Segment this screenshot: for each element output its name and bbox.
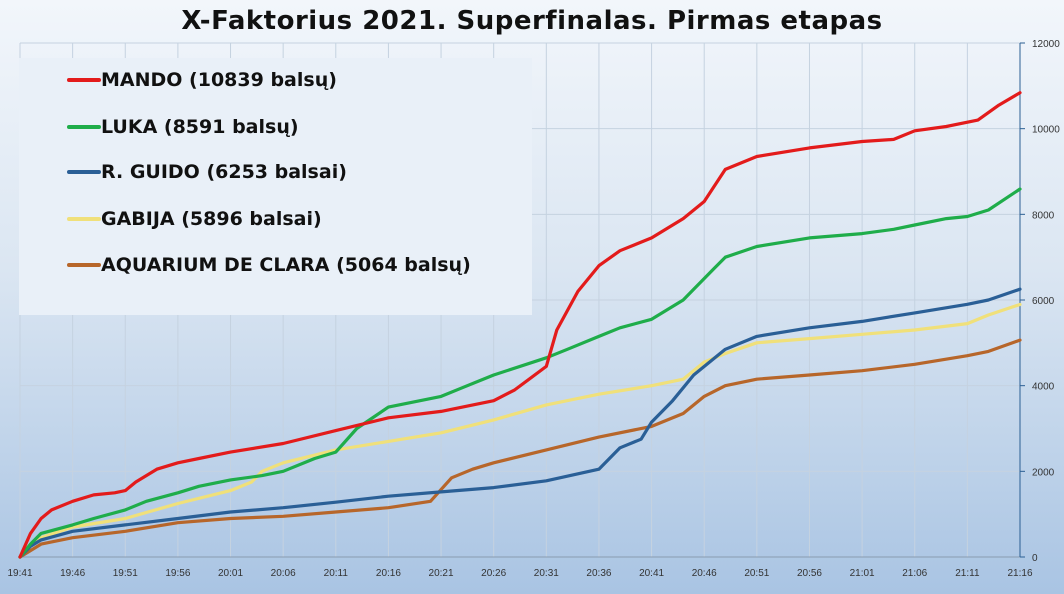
legend-label: MANDO (10839 balsų) (101, 69, 337, 91)
series-line (18, 91, 1022, 559)
series-line (18, 338, 1022, 559)
x-tick-label: 20:56 (797, 568, 822, 579)
x-tick-label: 20:51 (744, 568, 769, 579)
legend-item: R. GUIDO (6253 balsai) (67, 157, 347, 187)
legend-label: GABIJA (5896 balsai) (101, 208, 322, 230)
series-line (18, 187, 1022, 559)
x-tick-label: 20:11 (324, 568, 349, 579)
x-tick-label: 21:11 (955, 568, 980, 579)
legend-swatch (67, 263, 101, 267)
series-line (18, 302, 1022, 559)
x-tick-label: 20:46 (692, 568, 717, 579)
series-lines (18, 91, 1022, 559)
legend-label: LUKA (8591 balsų) (101, 116, 299, 138)
x-tick-label: 20:06 (271, 568, 296, 579)
chart-title: X-Faktorius 2021. Superfinalas. Pirmas e… (181, 6, 883, 36)
legend-swatch (67, 125, 101, 129)
y-tick-label: 12000 (1032, 39, 1060, 50)
x-tick-label: 19:51 (113, 568, 138, 579)
x-tick-label: 20:26 (481, 568, 506, 579)
y-tick-label: 6000 (1032, 296, 1055, 307)
legend-swatch (67, 78, 101, 82)
x-tick-label: 20:21 (429, 568, 454, 579)
legend-label: R. GUIDO (6253 balsai) (101, 161, 347, 183)
x-tick-label: 21:16 (1007, 568, 1032, 579)
y-tick-label: 0 (1032, 553, 1038, 564)
x-tick-label: 20:41 (639, 568, 664, 579)
x-tick-label: 21:01 (850, 568, 875, 579)
y-tick-label: 8000 (1032, 210, 1055, 221)
legend-item: LUKA (8591 balsų) (67, 112, 299, 142)
legend-label: AQUARIUM DE CLARA (5064 balsų) (101, 254, 471, 276)
legend-item: MANDO (10839 balsų) (67, 65, 337, 95)
series-line (18, 287, 1022, 559)
x-tick-label: 20:31 (534, 568, 559, 579)
legend-swatch (67, 217, 101, 221)
y-tick-label: 4000 (1032, 382, 1055, 393)
axes (20, 42, 1025, 558)
y-tick-label: 2000 (1032, 467, 1055, 478)
y-tick-label: 10000 (1032, 125, 1060, 136)
x-tick-label: 20:01 (218, 568, 243, 579)
x-tick-labels: 19:41 19:46 19:51 19:56 20:01 20:06 20:11 20:16… (7, 568, 1032, 579)
x-tick-label: 19:56 (165, 568, 190, 579)
y-tick-labels: 0 2000 4000 6000 8000 10000 12000 (1032, 39, 1060, 564)
x-tick-label: 21:06 (902, 568, 927, 579)
legend-swatch (67, 170, 101, 174)
x-tick-label: 19:41 (7, 568, 32, 579)
legend: MANDO (10839 balsų) LUKA (8591 balsų) R.… (19, 58, 532, 315)
legend-item: GABIJA (5896 balsai) (67, 204, 322, 234)
x-tick-label: 20:36 (586, 568, 611, 579)
legend-item: AQUARIUM DE CLARA (5064 balsų) (67, 250, 471, 280)
x-tick-label: 19:46 (60, 568, 85, 579)
x-tick-label: 20:16 (376, 568, 401, 579)
